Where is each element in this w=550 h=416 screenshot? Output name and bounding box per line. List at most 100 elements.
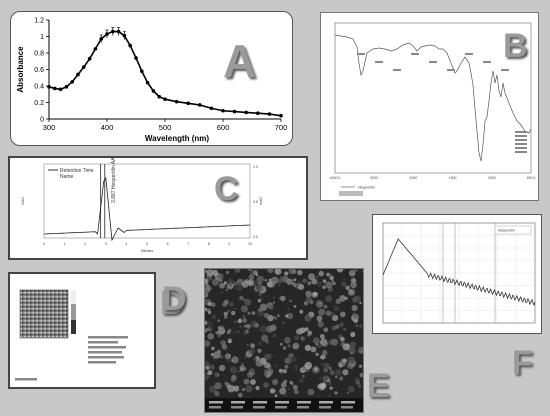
sem-particle [302,278,307,283]
sem-particle [250,379,256,385]
sem-particle [305,290,312,297]
sem-particle [242,388,245,391]
sem-particle [297,269,303,276]
sem-particle [342,362,346,367]
sem-particle [208,327,213,332]
sem-particle [217,319,220,322]
sem-particle [348,270,356,277]
y-tick-label-right: 0.0 [253,235,258,239]
sem-particle [239,295,244,301]
sem-particle [315,352,319,356]
x-tick-label: 2000 [410,176,418,180]
sem-particle [335,369,342,376]
sem-info-value [209,406,221,409]
sem-particle [339,376,344,381]
sem-info-field [275,401,289,404]
sem-particle [267,269,274,274]
sem-particle [257,299,262,303]
sem-particle [219,282,225,289]
sem-particle [205,372,210,381]
sem-particle [304,314,312,322]
sem-particle [261,334,269,342]
sem-particle [248,348,255,355]
sem-particle [218,364,226,372]
sem-particle [322,349,328,355]
sem-particle [330,338,339,346]
sem-particle [214,372,220,378]
y-tick-label: 0.2 [34,100,44,107]
sem-particle [224,381,228,385]
peak-label [483,61,491,63]
sem-particle [240,305,248,313]
sem-particle [287,387,290,390]
sem-particle [353,295,361,303]
y-tick-label: 0 [40,117,44,124]
sem-info-value [297,406,309,409]
peak-label [357,53,365,55]
sem-particle [280,276,283,279]
x-tick-label: 1500 [449,176,457,180]
sem-particle [266,325,274,333]
sem-particle [248,367,255,374]
data-point [64,85,69,89]
sem-particle [331,279,334,282]
sem-info-value [341,406,353,409]
sem-particle [239,384,242,387]
sem-particle [355,324,359,328]
chromatogram-trace [43,176,251,242]
sem-particle [210,302,216,308]
sem-particle [223,281,227,285]
sem-particle [252,357,257,362]
sem-particle [343,327,347,331]
sem-particle [282,369,287,374]
sem-particle [209,385,217,393]
sem-particle [284,336,291,344]
sem-particle [232,281,238,287]
sem-particle [244,356,248,359]
data-point [116,29,121,34]
y-axis-label: Absorbance [16,46,25,93]
sem-particle [329,370,335,376]
peak-label [429,61,437,63]
data-point [93,47,98,51]
sem-particle [264,353,271,360]
sem-particle [323,367,329,373]
sem-particle [213,351,221,359]
sem-info-field [253,401,267,404]
sem-particle [298,281,301,284]
panel-letter-e: E [367,367,390,405]
sem-particle [325,295,333,303]
sem-particle [292,342,300,350]
legend-label: Hesperidin [498,229,515,233]
data-point [232,109,237,114]
peak-label [375,61,383,63]
sem-particle [302,375,305,378]
sem-particle [333,305,340,312]
data-point [186,101,190,106]
sem-particle [257,341,262,346]
panel-d: D [8,272,185,389]
data-point [256,111,260,116]
sem-particle [245,385,253,393]
sem-particle [235,286,239,290]
data-point [128,43,132,48]
sem-particle [317,321,324,328]
sem-particle [319,334,325,339]
sem-particle [342,343,350,351]
sem-particle [205,365,210,370]
data-point [122,33,127,38]
sem-particle [278,368,283,373]
sem-particle [314,365,317,369]
y-tick-label: 0.4 [34,84,44,91]
sem-particle [334,391,338,395]
sem-particle [227,309,231,313]
sem-particle [217,273,224,280]
sem-particle [281,321,285,325]
x-tick-label: 7 [187,242,189,246]
sem-particle [320,356,323,359]
sem-particle [332,281,336,285]
sem-particle [293,278,297,282]
sem-particle [340,311,346,318]
sem-particle [263,382,269,388]
sem-particle [293,389,299,395]
